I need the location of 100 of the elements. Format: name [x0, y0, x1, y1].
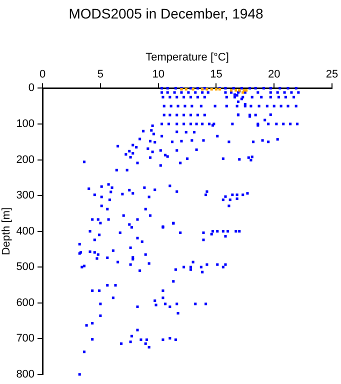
- point: [168, 114, 172, 116]
- point: [126, 168, 128, 172]
- point: [176, 122, 178, 126]
- point: [260, 96, 263, 98]
- point: [204, 194, 208, 196]
- x-tick-label: 20: [268, 68, 280, 81]
- point: [262, 86, 265, 90]
- x-tick-label: 5: [97, 68, 104, 81]
- point: [210, 88, 213, 91]
- point: [180, 140, 183, 142]
- point: [166, 91, 169, 94]
- point: [122, 214, 125, 217]
- point: [184, 104, 186, 108]
- point: [182, 122, 186, 126]
- point: [292, 96, 296, 98]
- point: [180, 91, 183, 94]
- point: [170, 140, 174, 144]
- point: [275, 122, 278, 126]
- point: [269, 91, 272, 94]
- point: [173, 91, 176, 94]
- point: [176, 190, 178, 193]
- point: [115, 168, 118, 172]
- point: [201, 122, 204, 126]
- point: [222, 157, 224, 160]
- point: [132, 152, 134, 155]
- point: [128, 223, 131, 226]
- x-tick-label: 25: [326, 68, 338, 81]
- point: [142, 130, 145, 132]
- point: [269, 113, 272, 116]
- point: [195, 148, 198, 152]
- point: [192, 88, 194, 91]
- point: [160, 122, 164, 126]
- point: [236, 94, 238, 97]
- point: [148, 196, 150, 198]
- point: [233, 93, 236, 96]
- point: [233, 96, 236, 98]
- point: [108, 198, 111, 202]
- point: [240, 86, 243, 90]
- point: [286, 86, 290, 90]
- point: [214, 88, 218, 91]
- point: [231, 194, 234, 196]
- point: [282, 122, 285, 126]
- point: [284, 96, 287, 98]
- point: [82, 160, 86, 164]
- point: [216, 134, 219, 138]
- y-tick-label: 200: [16, 154, 35, 166]
- point: [128, 188, 131, 192]
- point: [99, 222, 102, 224]
- point: [294, 104, 298, 108]
- point: [267, 122, 270, 126]
- point: [88, 187, 90, 190]
- point: [136, 162, 139, 164]
- point: [236, 194, 238, 196]
- point: [250, 156, 254, 158]
- point: [264, 118, 266, 122]
- point: [91, 218, 94, 221]
- point: [228, 140, 230, 144]
- point: [206, 91, 210, 94]
- point: [166, 155, 169, 158]
- point: [116, 144, 120, 148]
- point: [132, 192, 134, 195]
- point: [93, 194, 96, 196]
- x-tick-label: 10: [152, 68, 164, 81]
- point: [184, 88, 188, 91]
- point: [280, 104, 282, 108]
- point: [162, 104, 166, 108]
- point: [202, 139, 205, 142]
- point: [278, 86, 282, 90]
- point: [258, 104, 260, 108]
- point: [276, 138, 279, 141]
- point: [110, 190, 112, 194]
- point: [129, 156, 132, 159]
- point: [247, 156, 250, 159]
- point: [189, 114, 192, 116]
- point: [167, 122, 170, 126]
- point: [146, 147, 150, 150]
- point: [168, 96, 172, 98]
- point: [154, 140, 156, 144]
- point: [200, 104, 202, 108]
- point: [124, 153, 128, 156]
- point: [261, 139, 264, 142]
- point: [296, 122, 299, 126]
- point: [228, 198, 232, 202]
- point: [143, 186, 146, 189]
- point: [110, 186, 114, 189]
- point: [121, 192, 124, 196]
- point: [148, 140, 152, 142]
- point: [160, 91, 164, 94]
- y-tick-label: 400: [16, 225, 35, 238]
- point: [266, 104, 268, 108]
- point: [276, 91, 279, 94]
- point: [100, 204, 103, 208]
- point: [184, 130, 188, 134]
- point: [195, 122, 198, 126]
- point: [132, 144, 134, 146]
- point: [250, 158, 252, 162]
- point: [144, 208, 147, 210]
- point: [189, 86, 192, 90]
- point: [100, 196, 103, 198]
- y-tick-label: 600: [16, 296, 35, 309]
